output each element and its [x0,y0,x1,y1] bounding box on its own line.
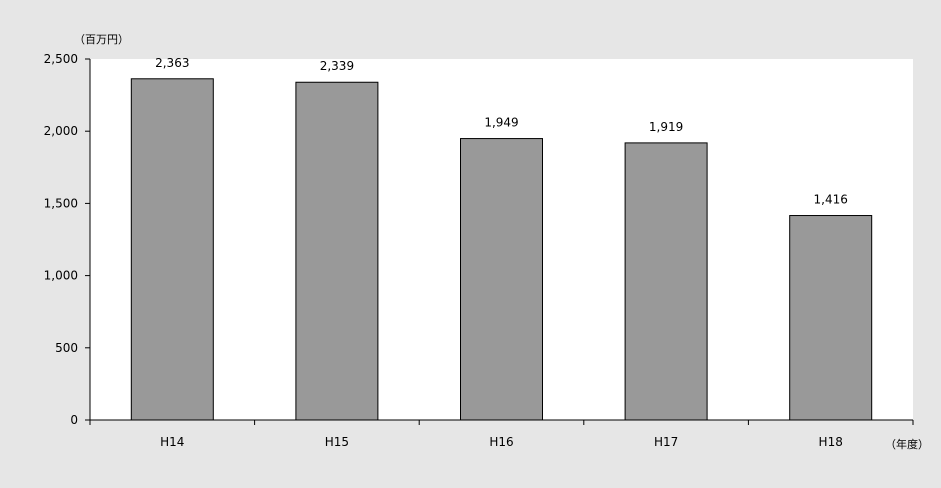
x-tick-label: H18 [819,435,843,449]
y-tick-label: 1,500 [44,196,78,210]
y-tick-label: 0 [70,413,78,427]
x-tick-label: H15 [325,435,349,449]
y-axis-ticks: 0 500 1,000 1,500 2,000 2,500 [44,52,90,427]
data-labels: 2,363 2,339 1,949 1,919 1,416 [155,56,848,207]
x-axis-ticks: H14 H15 H16 H17 H18 [89,420,914,449]
data-label-h16: 1,949 [484,116,518,130]
data-label-h14: 2,363 [155,56,189,70]
y-unit-label: （百万円） [74,33,129,46]
data-label-h18: 1,416 [814,193,848,207]
x-tick-label: H14 [160,435,184,449]
x-tick-label: H16 [489,435,513,449]
y-tick-label: 1,000 [44,269,78,283]
bar-h18 [789,215,873,421]
bar-h14 [130,78,214,421]
x-unit-label: （年度） [885,437,929,451]
bar-h15 [295,81,379,421]
data-label-h17: 1,919 [649,120,683,134]
y-tick-label: 2,000 [44,124,78,138]
x-tick-label: H17 [654,435,678,449]
y-tick-label: 2,500 [44,52,78,66]
bar-h17 [624,142,708,421]
y-tick-label: 500 [55,341,78,355]
data-label-h15: 2,339 [320,59,354,73]
bar-series [130,78,873,421]
bar-h16 [460,138,543,421]
